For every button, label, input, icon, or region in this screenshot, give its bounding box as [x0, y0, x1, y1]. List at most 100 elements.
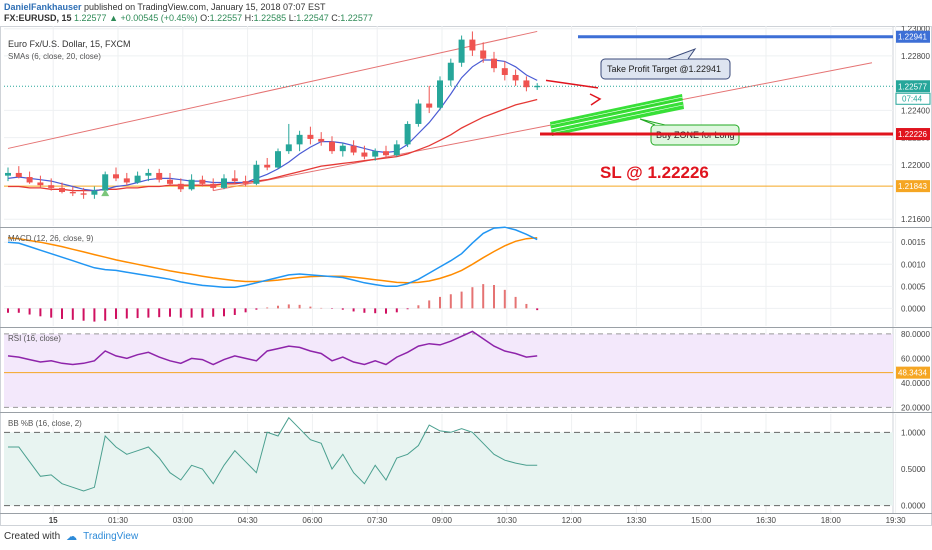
time-tick-label: 15:00	[691, 516, 712, 525]
candle-body	[275, 151, 281, 168]
candle-body	[285, 144, 292, 152]
publisher-line: DanielFankhauser published on TradingVie…	[4, 2, 326, 12]
macd-tick-label: 0.0005	[901, 282, 926, 291]
candle-body	[102, 174, 109, 191]
last-price-badge: 1.22577	[898, 82, 927, 91]
entry-arrowhead-icon	[589, 93, 602, 106]
time-tick-label: 06:00	[302, 516, 323, 525]
time-tick-label: 15	[49, 516, 58, 525]
macd-tick-label: 0.0010	[901, 260, 926, 269]
rsi-badge-bg	[896, 366, 930, 379]
buy-zone-stripe	[550, 96, 684, 126]
candle-body	[188, 179, 195, 190]
candle-body	[113, 174, 119, 179]
rsi-pane-title: RSI (16, close)	[8, 334, 61, 343]
candle-body	[199, 179, 206, 184]
candle-body	[329, 141, 335, 152]
time-badge-bg	[895, 92, 931, 105]
bb-tick-label: 0.0000	[901, 502, 926, 511]
buy-signal-icon	[101, 189, 110, 197]
candle-body	[383, 151, 389, 156]
candle-body	[59, 187, 65, 192]
entry-arrow-line	[545, 79, 599, 89]
candle-body	[512, 74, 519, 81]
take-profit-callout-pointer	[667, 47, 697, 60]
candle-body	[437, 80, 443, 108]
channel-lower-ghost	[4, 191, 213, 213]
low-value: 1.22547	[296, 13, 329, 23]
author-link[interactable]: DanielFankhauser	[4, 2, 82, 12]
close-value: 1.22577	[340, 13, 373, 23]
candle-body	[491, 58, 497, 69]
buy-zone-stripe	[550, 104, 684, 134]
channel-upper-line	[7, 30, 538, 149]
bb-percent-line	[8, 416, 538, 492]
candle-body	[123, 178, 130, 183]
candle-body	[221, 178, 227, 188]
created-with-text: Created with	[4, 531, 61, 542]
time-tick-label: 07:30	[367, 516, 388, 525]
time-tick-label: 19:30	[886, 516, 907, 525]
time-tick-label: 12:00	[562, 516, 583, 525]
high-value: 1.22585	[253, 13, 287, 23]
macd-pane-title: MACD (12, 26, close, 9)	[8, 234, 94, 243]
stop-loss-price-badge: 1.22226	[898, 130, 927, 139]
candle-body	[26, 177, 33, 183]
candle-body	[296, 134, 303, 145]
rsi-tick-label: 60.0000	[901, 354, 930, 363]
candle-body	[134, 175, 141, 183]
candle-body	[523, 80, 530, 88]
macd-tick-label: 0.0000	[901, 304, 926, 313]
stop-loss-label: SL @ 1.22226	[600, 163, 709, 182]
price-tick-label: 1.23000	[901, 26, 930, 34]
candle-body	[501, 68, 508, 75]
candle-body	[145, 172, 152, 176]
time-tick-label: 13:30	[626, 516, 647, 525]
candle-body	[5, 172, 11, 176]
time-tick-label: 03:00	[173, 516, 194, 525]
time-tick-label: 01:30	[108, 516, 129, 525]
rsi-band-bg	[4, 333, 893, 408]
symbol-label: FX:EURUSD, 15	[4, 13, 72, 23]
candle-body	[458, 39, 465, 63]
candle-body	[167, 179, 173, 184]
bb-pane-title: BB %B (16, close, 2)	[8, 419, 82, 428]
time-tick-label: 10:30	[497, 516, 518, 525]
buy-zone-callout-pointer	[639, 118, 666, 126]
time-tick-label: 09:00	[432, 516, 453, 525]
tradingview-brand[interactable]: TradingView	[83, 531, 139, 542]
footer: Created with ☁ TradingView	[4, 530, 138, 543]
rsi-line	[7, 330, 538, 366]
sma-6-line	[7, 59, 538, 192]
low-label: L:	[288, 13, 297, 23]
price-change: ▲ +0.00545 (+0.45%)	[109, 13, 198, 23]
rsi-tick-label: 20.0000	[901, 403, 930, 412]
candle-body	[15, 172, 22, 178]
chart-svg[interactable]: 15 01:30 03:00 04:30 06:00 07:30 09:00 10:30 12:…	[0, 25, 932, 526]
candle-body	[210, 183, 217, 188]
candle-body	[69, 191, 76, 194]
take-profit-callout	[600, 58, 731, 80]
take-profit-label: Take Profit Target @1.22941	[607, 64, 721, 74]
stop-loss-price-badge-bg	[896, 128, 930, 141]
candle-body	[242, 181, 249, 184]
candle-body	[264, 164, 271, 168]
bb-tick-label: 1.0000	[901, 428, 926, 437]
chart-area[interactable]: 15 01:30 03:00 04:30 06:00 07:30 09:00 10:30 12:…	[0, 25, 932, 526]
ohlc-line: FX:EURUSD, 15 1.22577 ▲ +0.00545 (+0.45%…	[4, 13, 373, 23]
candle-body	[37, 182, 44, 186]
rsi-tick-label: 80.0000	[901, 330, 930, 339]
candle-body	[177, 183, 184, 190]
candle-body	[350, 145, 357, 153]
countdown-badge: 07:44	[902, 94, 923, 103]
take-profit-price-badge-bg	[896, 30, 930, 43]
macd-tick-label: 0.0015	[901, 238, 926, 247]
buy-zone-stripe	[550, 100, 684, 130]
candle-body	[80, 193, 87, 195]
tradingview-logo-icon: ☁	[66, 531, 78, 543]
time-tick-label: 18:00	[821, 516, 842, 525]
candle-body	[91, 190, 98, 195]
candle-body	[372, 151, 379, 157]
candle-body	[156, 172, 163, 180]
last-price-badge-bg	[896, 80, 930, 93]
